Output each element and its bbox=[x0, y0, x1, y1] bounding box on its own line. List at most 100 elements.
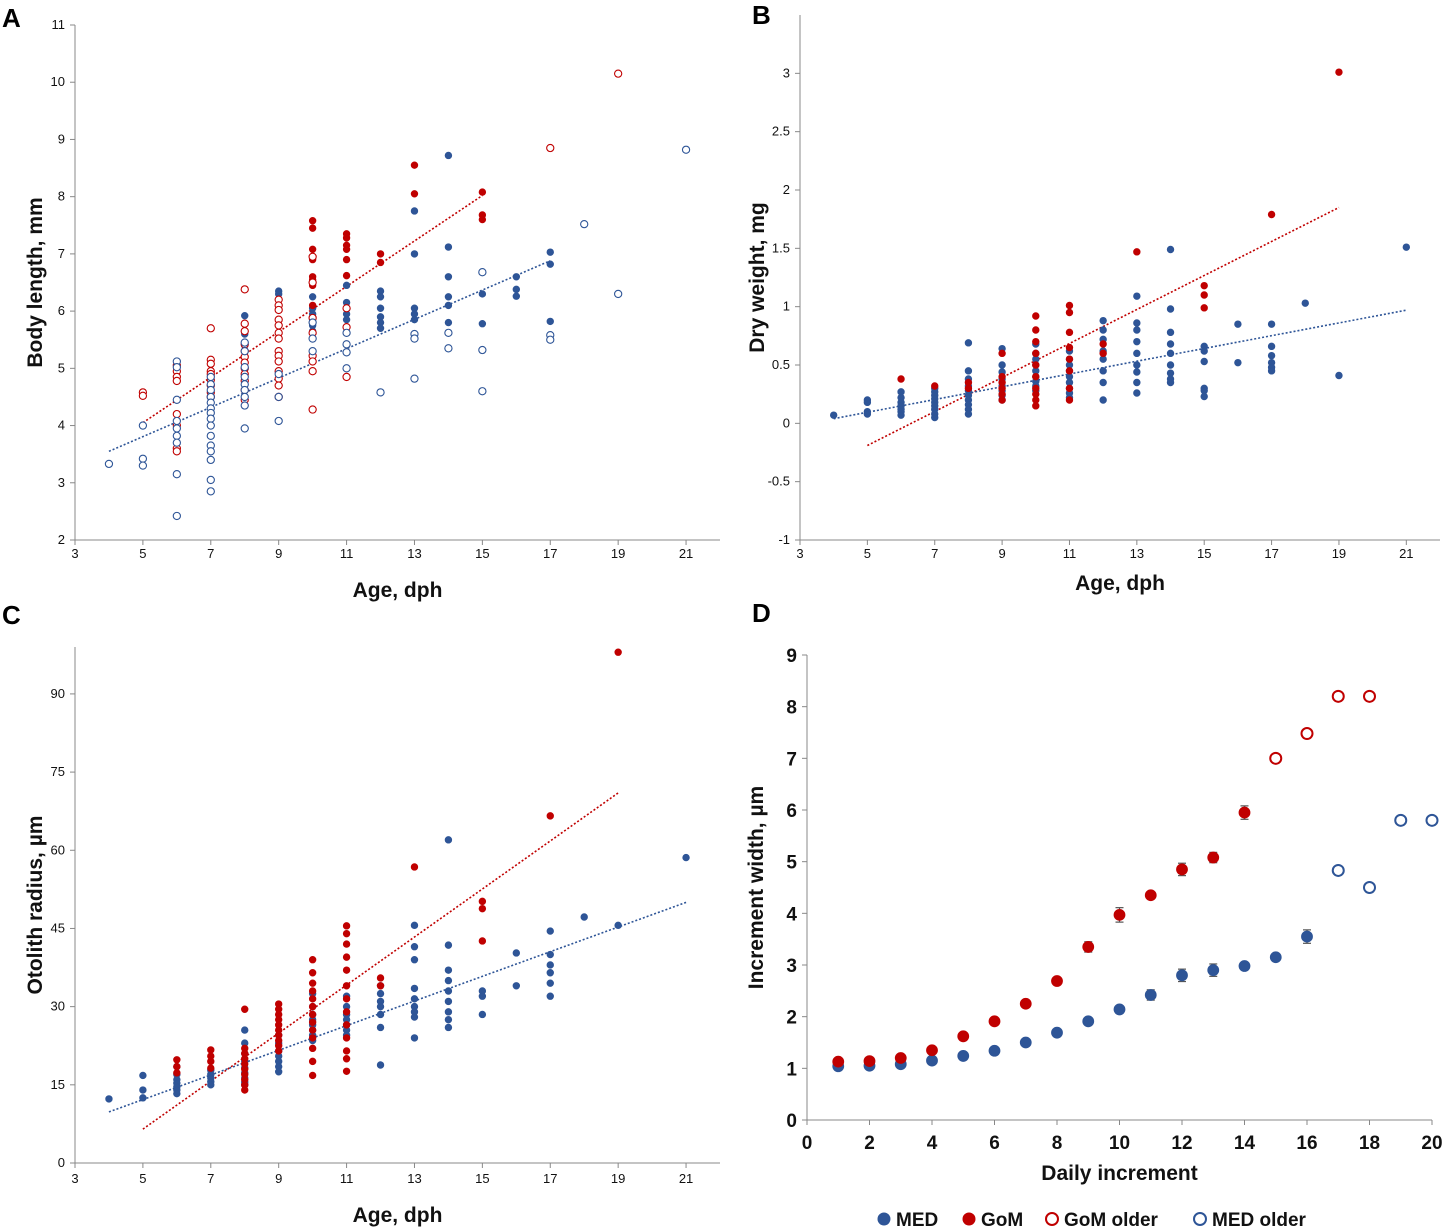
y-tick-label: 75 bbox=[51, 764, 65, 779]
data-point bbox=[1402, 243, 1411, 251]
x-tick-label: 6 bbox=[989, 1133, 1000, 1154]
data-point bbox=[410, 374, 419, 383]
y-tick-label: 1 bbox=[783, 299, 790, 314]
x-tick-label: 9 bbox=[275, 1171, 282, 1186]
y-tick-label: 45 bbox=[51, 920, 65, 935]
data-point bbox=[274, 392, 283, 402]
data-point bbox=[342, 922, 351, 930]
data-point bbox=[308, 224, 317, 232]
data-point bbox=[308, 1010, 317, 1019]
data-point bbox=[1269, 751, 1283, 765]
data-point bbox=[1207, 964, 1220, 977]
y-tick-label: 5 bbox=[58, 360, 65, 375]
panel-letter: B bbox=[752, 0, 771, 30]
data-point bbox=[138, 461, 148, 470]
data-point bbox=[308, 367, 317, 376]
data-point bbox=[207, 1064, 215, 1072]
data-point bbox=[308, 405, 317, 414]
data-point bbox=[444, 344, 453, 353]
data-point bbox=[1166, 349, 1175, 358]
data-point bbox=[342, 966, 351, 974]
data-point bbox=[512, 273, 521, 281]
data-point bbox=[1133, 368, 1141, 376]
data-point bbox=[1144, 889, 1157, 902]
data-point bbox=[173, 1089, 181, 1098]
data-point bbox=[172, 363, 181, 372]
data-point bbox=[512, 949, 521, 957]
data-point bbox=[1065, 367, 1074, 375]
data-point bbox=[1032, 337, 1040, 346]
y-tick-label: 2 bbox=[783, 182, 790, 197]
data-point bbox=[614, 289, 623, 299]
x-tick-label: 21 bbox=[1399, 546, 1413, 561]
data-point bbox=[1234, 320, 1242, 328]
panel-letter: D bbox=[752, 598, 771, 628]
data-point bbox=[173, 1056, 181, 1064]
legend-marker bbox=[877, 1212, 891, 1226]
data-point bbox=[682, 853, 690, 862]
data-point bbox=[444, 997, 453, 1006]
series-med-older bbox=[1331, 813, 1439, 894]
data-point bbox=[410, 1034, 419, 1042]
data-point bbox=[376, 989, 385, 998]
data-point bbox=[897, 375, 905, 383]
y-tick-label: 60 bbox=[51, 842, 65, 857]
data-point bbox=[1234, 358, 1242, 367]
legend: MED GoM GoM older MED older bbox=[877, 1210, 1307, 1228]
data-point bbox=[274, 1068, 283, 1076]
data-point bbox=[444, 273, 453, 281]
legend-label: GoM bbox=[981, 1210, 1023, 1228]
data-point bbox=[172, 470, 181, 479]
data-point bbox=[832, 1055, 845, 1068]
data-point bbox=[964, 410, 973, 418]
data-point bbox=[1238, 806, 1251, 819]
data-point bbox=[1166, 340, 1175, 348]
data-point bbox=[964, 367, 973, 375]
data-point bbox=[1200, 357, 1208, 366]
data-point bbox=[1099, 326, 1107, 334]
data-point bbox=[376, 293, 385, 301]
data-point bbox=[1200, 291, 1208, 299]
y-tick-label: 3 bbox=[58, 475, 65, 490]
x-tick-label: 3 bbox=[796, 546, 803, 561]
data-point bbox=[172, 416, 181, 426]
data-point bbox=[444, 151, 453, 160]
data-point bbox=[173, 1069, 181, 1077]
data-point bbox=[240, 385, 249, 395]
data-point bbox=[478, 897, 487, 906]
data-point bbox=[172, 511, 181, 521]
data-point bbox=[410, 863, 419, 871]
data-point bbox=[342, 940, 351, 948]
trendline-med bbox=[833, 309, 1407, 420]
data-point bbox=[1032, 326, 1040, 334]
data-point bbox=[478, 215, 487, 224]
data-point bbox=[206, 455, 215, 465]
data-point bbox=[546, 812, 554, 820]
data-point bbox=[308, 1026, 317, 1034]
data-point bbox=[478, 188, 487, 196]
data-point bbox=[1267, 210, 1276, 219]
data-point bbox=[138, 421, 148, 430]
data-point bbox=[172, 395, 181, 404]
y-tick-label: 1 bbox=[786, 1059, 797, 1080]
y-tick-label: -0.5 bbox=[768, 474, 790, 489]
data-point bbox=[580, 913, 588, 921]
data-point bbox=[138, 391, 148, 400]
legend-item: MED bbox=[877, 1210, 938, 1228]
y-tick-label: 8 bbox=[786, 698, 797, 719]
series-gom bbox=[832, 805, 1251, 1068]
data-point bbox=[241, 1086, 249, 1094]
series-gom bbox=[897, 68, 1343, 410]
x-tick-label: 15 bbox=[1197, 546, 1211, 561]
data-point bbox=[207, 1057, 215, 1066]
data-point bbox=[206, 487, 215, 496]
data-point bbox=[342, 304, 351, 313]
data-point bbox=[444, 966, 453, 974]
data-point bbox=[1166, 328, 1175, 337]
x-axis-title: Age, dph bbox=[353, 1204, 443, 1227]
data-point bbox=[1335, 371, 1343, 380]
y-tick-label: 4 bbox=[58, 418, 65, 433]
data-point bbox=[240, 401, 249, 410]
